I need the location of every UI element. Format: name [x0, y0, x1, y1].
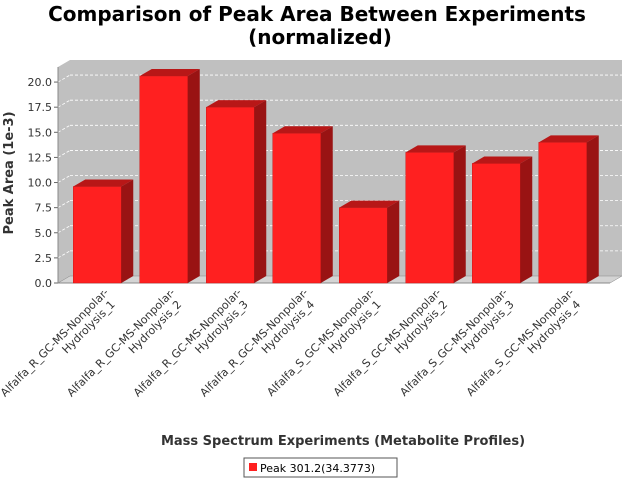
bar-top	[73, 179, 134, 187]
bar-front	[139, 75, 188, 284]
y-tick-label: 17.5	[28, 101, 53, 114]
bar-front	[73, 186, 122, 284]
bar	[405, 145, 466, 284]
bar	[339, 200, 400, 284]
y-axis-label: Peak Area (1e-3)	[2, 111, 17, 234]
y-tick-label: 2.5	[35, 252, 53, 265]
chart-title: Comparison of Peak Area Between Experime…	[48, 2, 586, 26]
bar-front	[272, 133, 321, 284]
gridline	[57, 225, 71, 234]
legend-box	[243, 457, 398, 478]
gridline	[57, 250, 71, 259]
bar-top	[206, 100, 267, 108]
bar	[139, 69, 200, 284]
legend-label: Peak 301.2(34.3773)	[260, 462, 375, 475]
bar-top	[139, 69, 200, 77]
chart-subtitle: (normalized)	[248, 25, 392, 49]
gridline	[57, 74, 71, 83]
gridline	[57, 150, 71, 158]
x-axis-label: Mass Spectrum Experiments (Metabolite Pr…	[161, 434, 525, 449]
legend-swatch	[249, 463, 257, 471]
gridline	[57, 124, 71, 133]
y-tick-label: 0.0	[35, 277, 53, 290]
bar-side	[121, 179, 134, 283]
bar-side	[187, 69, 200, 283]
bar-front	[538, 142, 587, 284]
bar	[272, 126, 333, 284]
bar-side	[453, 145, 466, 283]
bar	[206, 100, 267, 284]
y-tick-label: 10.0	[28, 177, 53, 190]
bar	[538, 135, 599, 284]
bar-front	[339, 207, 388, 284]
bar-front	[472, 163, 521, 284]
y-tick-label: 20.0	[28, 76, 53, 89]
bar-side	[520, 156, 533, 283]
bar-top	[472, 156, 533, 164]
plot-area: 0.0 2.5 5.0 7.5 10.0 12.5 15.0 17.5 20.0 Alfalfa_…	[0, 60, 623, 409]
bar-side	[320, 126, 333, 283]
gridline	[57, 175, 71, 183]
bar-side	[254, 100, 267, 284]
y-tick-label: 5.0	[35, 227, 53, 240]
bar-front	[206, 106, 255, 284]
x-tick-label: Alfalfa_R_GC-MS-Nonpolar-Hydrolysis_1	[0, 286, 121, 409]
bar-front	[405, 152, 454, 284]
legend: Peak 301.2(34.3773)	[243, 457, 398, 478]
y-tick-label: 7.5	[35, 202, 53, 215]
bar-top	[538, 135, 599, 143]
gridline	[57, 200, 71, 208]
bar	[73, 179, 134, 284]
bar-top	[272, 126, 333, 134]
y-tick-label: 15.0	[28, 126, 53, 139]
y-tick-label: 12.5	[28, 151, 53, 164]
bar	[472, 156, 533, 284]
bar-side	[387, 200, 400, 283]
bar-top	[339, 200, 400, 208]
gridline	[57, 99, 71, 108]
x-tick-label-line: Alfalfa_R_GC-MS-Nonpolar-	[0, 286, 111, 399]
bar-side	[586, 135, 599, 283]
bar-top	[405, 145, 466, 153]
